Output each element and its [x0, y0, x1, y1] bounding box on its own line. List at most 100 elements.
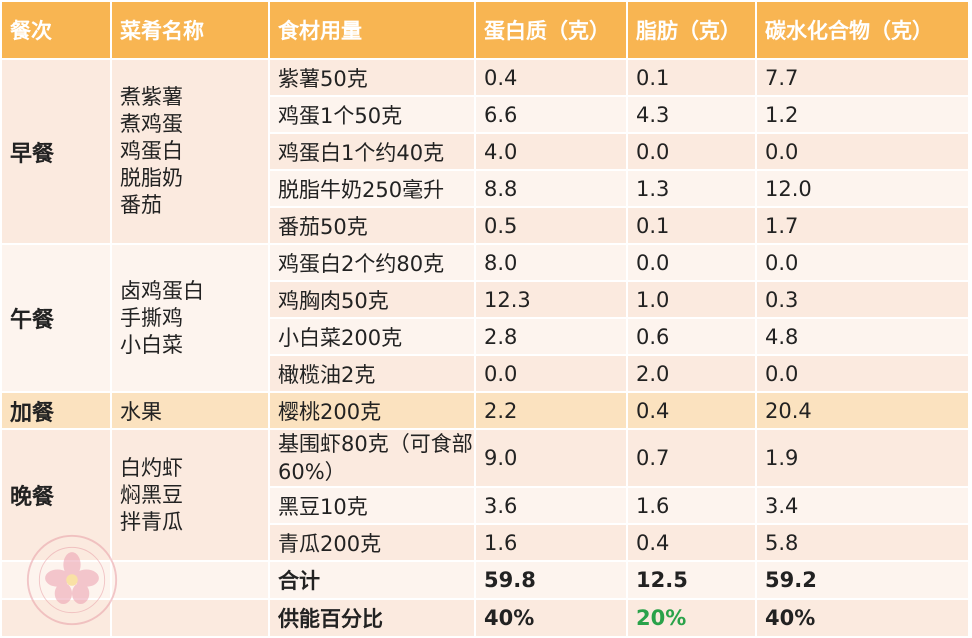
protein-cell: 0.0	[476, 356, 628, 393]
fat-cell: 0.1	[628, 208, 757, 245]
dish-line: 小白菜	[120, 332, 183, 357]
fat-cell: 0.7	[628, 430, 757, 488]
protein-cell: 1.6	[476, 525, 628, 562]
dish-line: 鸡蛋白	[120, 139, 183, 163]
food-cell: 鸡胸肉50克	[270, 282, 476, 319]
carb-cell: 3.4	[757, 488, 970, 525]
table-row: 加餐 水果 樱桃200克 2.2 0.4 20.4	[2, 393, 970, 430]
fat-cell: 4.3	[628, 97, 757, 134]
protein-cell: 2.2	[476, 393, 628, 430]
carb-cell: 1.9	[757, 430, 970, 488]
energy-ratio-row: 供能百分比 40% 20% 40%	[2, 600, 970, 638]
food-cell: 黑豆10克	[270, 488, 476, 525]
header-protein: 蛋白质（克）	[476, 2, 628, 60]
dishes-lunch: 卤鸡蛋白 手撕鸡 小白菜	[112, 245, 270, 393]
ratio-carb: 40%	[757, 600, 970, 638]
fat-cell: 1.0	[628, 282, 757, 319]
ratio-fat: 20%	[628, 600, 757, 638]
dishes-dinner: 白灼虾 焖黑豆 拌青瓜	[112, 430, 270, 562]
meal-snack: 加餐	[2, 393, 112, 430]
dish-line: 卤鸡蛋白	[120, 278, 204, 303]
food-cell: 樱桃200克	[270, 393, 476, 430]
meal-breakfast: 早餐	[2, 60, 112, 245]
food-cell: 小白菜200克	[270, 319, 476, 356]
table-row: 晚餐 白灼虾 焖黑豆 拌青瓜 基围虾80克（可食部60%） 9.0 0.7 1.9	[2, 430, 970, 562]
protein-cell: 0.5	[476, 208, 628, 245]
dish-line: 拌青瓜	[120, 509, 183, 534]
table-row: 早餐 煮紫薯 煮鸡蛋 鸡蛋白 脱脂奶 番茄 紫薯50克 0.4 0.1 7.7	[2, 60, 970, 245]
fat-cell: 0.6	[628, 319, 757, 356]
table-row: 青瓜200克 1.6 0.4 5.8	[2, 525, 970, 562]
meal-lunch: 午餐	[2, 245, 112, 393]
food-cell: 番茄50克	[270, 208, 476, 245]
food-cell: 橄榄油2克	[270, 356, 476, 393]
carb-cell: 0.0	[757, 245, 970, 282]
total-row: 合计 59.8 12.5 59.2	[2, 562, 970, 600]
protein-cell: 4.0	[476, 134, 628, 171]
protein-cell: 3.6	[476, 488, 628, 525]
carb-cell: 0.0	[757, 356, 970, 393]
table-row: 小白菜200克 2.8 0.6 4.8	[2, 319, 970, 356]
carb-cell: 1.7	[757, 208, 970, 245]
header-ingredient: 食材用量	[270, 2, 476, 60]
carb-cell: 1.2	[757, 97, 970, 134]
carb-cell: 5.8	[757, 525, 970, 562]
table-row: 鸡胸肉50克 12.3 1.0 0.3	[2, 282, 970, 319]
food-cell: 青瓜200克	[270, 525, 476, 562]
carb-cell: 0.3	[757, 282, 970, 319]
protein-cell: 8.8	[476, 171, 628, 208]
protein-cell: 9.0	[476, 430, 628, 488]
table-row: 鸡蛋白1个约40克 4.0 0.0 0.0	[2, 134, 970, 171]
fat-cell: 0.4	[628, 393, 757, 430]
dishes-snack: 水果	[112, 393, 270, 430]
protein-cell: 0.4	[476, 60, 628, 97]
dish-line: 白灼虾	[120, 455, 183, 480]
table-row: 黑豆10克 3.6 1.6 3.4	[2, 488, 970, 525]
total-label: 合计	[270, 562, 476, 600]
dishes-breakfast: 煮紫薯煮鸡蛋鸡蛋白脱脂奶番茄	[112, 60, 270, 245]
table-row: 脱脂牛奶250毫升 8.8 1.3 12.0	[2, 171, 970, 208]
protein-cell: 12.3	[476, 282, 628, 319]
meal-dinner: 晚餐	[2, 430, 112, 562]
ratio-label: 供能百分比	[270, 600, 476, 638]
fat-cell: 1.3	[628, 171, 757, 208]
fat-cell: 0.0	[628, 245, 757, 282]
fat-cell: 0.1	[628, 60, 757, 97]
carb-cell: 12.0	[757, 171, 970, 208]
fat-cell: 0.4	[628, 525, 757, 562]
ratio-protein: 40%	[476, 600, 628, 638]
header-carb: 碳水化合物（克）	[757, 2, 970, 60]
dish-line: 焖黑豆	[120, 482, 183, 507]
header-dish: 菜肴名称	[112, 2, 270, 60]
header-row: 餐次 菜肴名称 食材用量 蛋白质（克） 脂肪（克） 碳水化合物（克）	[2, 2, 970, 60]
dish-line: 手撕鸡	[120, 305, 183, 330]
table-row: 橄榄油2克 0.0 2.0 0.0	[2, 356, 970, 393]
dish-line: 脱脂奶	[120, 166, 183, 190]
fat-cell: 2.0	[628, 356, 757, 393]
protein-cell: 6.6	[476, 97, 628, 134]
food-cell: 脱脂牛奶250毫升	[270, 171, 476, 208]
total-fat: 12.5	[628, 562, 757, 600]
ratio-empty-dish	[112, 600, 270, 638]
fat-cell: 1.6	[628, 488, 757, 525]
total-empty-dish	[112, 562, 270, 600]
protein-cell: 8.0	[476, 245, 628, 282]
food-cell: 紫薯50克	[270, 60, 476, 97]
table-row: 午餐 卤鸡蛋白 手撕鸡 小白菜 鸡蛋白2个约80克 8.0 0.0 0.0	[2, 245, 970, 393]
dish-line: 番茄	[120, 193, 162, 217]
dish-line: 煮鸡蛋	[120, 112, 183, 136]
dish-line: 煮紫薯	[120, 85, 183, 109]
carb-cell: 0.0	[757, 134, 970, 171]
table-row: 番茄50克 0.5 0.1 1.7	[2, 208, 970, 245]
total-carb: 59.2	[757, 562, 970, 600]
food-cell: 鸡蛋白2个约80克	[270, 245, 476, 282]
food-cell: 鸡蛋白1个约40克	[270, 134, 476, 171]
header-fat: 脂肪（克）	[628, 2, 757, 60]
flower-logo-icon	[26, 534, 118, 626]
food-cell: 鸡蛋1个50克	[270, 97, 476, 134]
carb-cell: 20.4	[757, 393, 970, 430]
carb-cell: 4.8	[757, 319, 970, 356]
food-cell: 基围虾80克（可食部60%）	[270, 430, 476, 488]
